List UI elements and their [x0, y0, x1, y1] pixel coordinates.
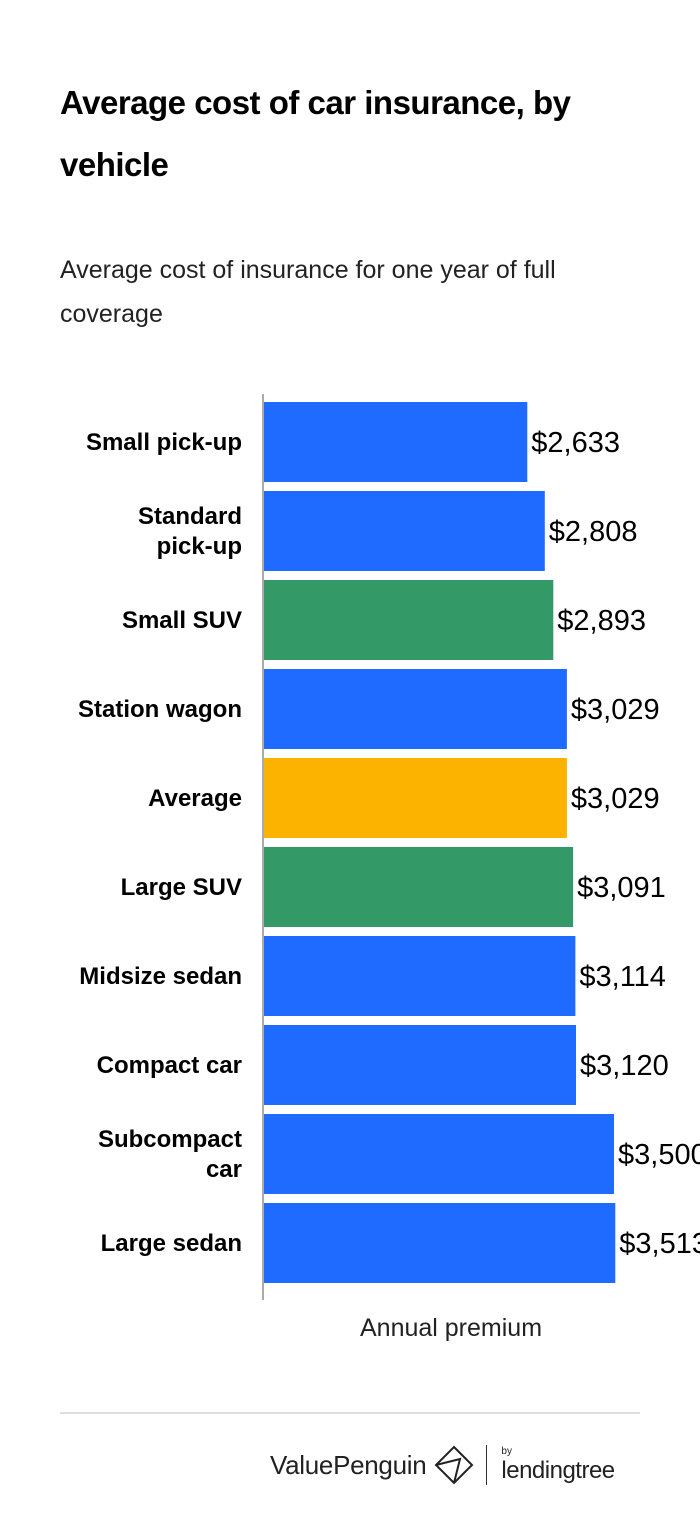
value-label-1: $2,808: [549, 516, 638, 548]
footer-separator: [486, 1445, 488, 1485]
category-label-line: Midsize sedan: [79, 963, 242, 990]
by-label: by: [501, 1446, 512, 1457]
bar-7: [264, 1025, 576, 1105]
category-label-3: Station wagon: [78, 696, 242, 723]
chart-subtitle: Average cost of insurance for one year o…: [60, 256, 556, 328]
category-label-line: Compact car: [97, 1052, 242, 1079]
category-label-1: Standard pick-up: [138, 503, 242, 560]
valuepenguin-wordmark: ValuePenguin: [270, 1449, 427, 1480]
valuepenguin-logo-icon: [434, 1445, 474, 1485]
category-label-line: Subcompact: [98, 1126, 242, 1153]
category-label-line: Station wagon: [78, 696, 242, 723]
category-label-6: Midsize sedan: [79, 963, 242, 990]
footer-divider: [60, 1412, 640, 1414]
bar-chart: $2,633 Small pick-up $2,808 Standard pick-up…: [78, 394, 700, 1342]
value-label-4: $3,029: [571, 783, 660, 815]
value-label-3: $3,029: [571, 694, 660, 726]
lendingtree-wordmark: by lendingtree: [501, 1446, 615, 1484]
bar-0: [264, 402, 528, 482]
value-label-6: $3,114: [579, 961, 666, 993]
bar-8: [264, 1114, 614, 1194]
value-label-8: $3,500: [618, 1139, 700, 1171]
value-label-9: $3,513: [619, 1228, 700, 1260]
category-label-line: Small pick-up: [86, 429, 242, 456]
footer-logos: ValuePenguin by lendingtree: [270, 1440, 615, 1490]
bar-4: [264, 758, 567, 838]
category-label-8: Subcompact car: [98, 1126, 242, 1183]
category-label-5: Large SUV: [121, 874, 242, 901]
bar-3: [264, 669, 567, 749]
category-label-line: pick-up: [157, 533, 242, 560]
bar-5: [264, 847, 574, 927]
category-label-line: Large sedan: [101, 1230, 242, 1257]
value-label-5: $3,091: [577, 872, 666, 904]
category-label-0: Small pick-up: [86, 429, 242, 456]
category-label-2: Small SUV: [122, 607, 242, 634]
category-label-9: Large sedan: [101, 1230, 242, 1257]
category-label-line: Large SUV: [121, 874, 242, 901]
value-label-7: $3,120: [580, 1050, 669, 1082]
bar-9: [264, 1203, 616, 1283]
chart-title: Average cost of car insurance, by vehicl…: [60, 84, 571, 183]
category-label-7: Compact car: [97, 1052, 242, 1079]
category-label-line: Small SUV: [122, 607, 242, 634]
category-label-4: Average: [148, 785, 242, 812]
category-label-line: car: [206, 1156, 242, 1183]
value-label-0: $2,633: [531, 427, 620, 459]
category-label-line: Standard: [138, 503, 242, 530]
x-axis-label: Annual premium: [360, 1314, 542, 1342]
bar-1: [264, 491, 545, 571]
bar-2: [264, 580, 554, 660]
bars-group: [264, 402, 616, 1283]
value-label-2: $2,893: [557, 605, 646, 637]
lendingtree-label: lendingtree: [501, 1457, 615, 1484]
bar-6: [264, 936, 576, 1016]
labels-group: $2,633 Small pick-up $2,808 Standard pick-up…: [78, 427, 700, 1260]
category-label-line: Average: [148, 785, 242, 812]
